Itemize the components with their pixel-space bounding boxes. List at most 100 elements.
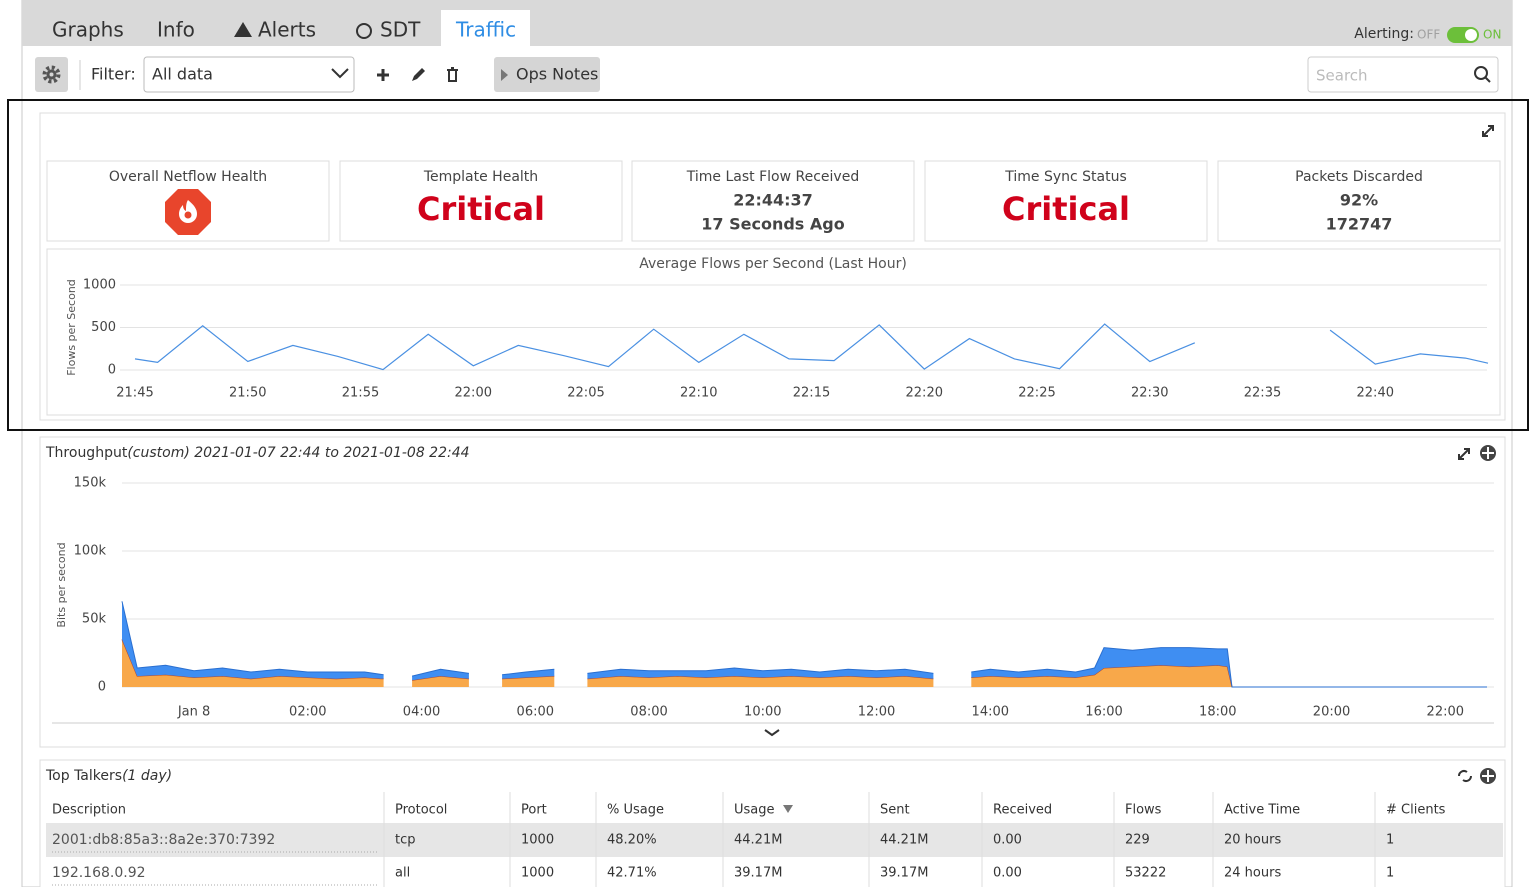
cell: 20 hours [1224,833,1281,848]
alerting-on: ON [1483,28,1501,42]
column-header[interactable]: Received [993,803,1052,818]
search-icon-handle [1484,76,1491,83]
chart-title: Average Flows per Second (Last Hour) [639,256,907,272]
x-tick-label: 22:20 [906,386,943,401]
status-card [1217,160,1501,242]
tab[interactable]: SDT [380,18,421,42]
subtitle: (1 day) [122,768,172,784]
area [122,639,1487,687]
x-tick-label: 06:00 [517,705,554,720]
expand-icon[interactable] [1482,125,1494,137]
cell: 0.00 [993,833,1022,848]
delete-icon[interactable] [447,67,458,82]
x-tick-label: 02:00 [289,705,326,720]
x-tick-label: 22:30 [1131,386,1168,401]
status-card [631,160,915,242]
flows-chart-box [46,248,1501,416]
filter-select[interactable] [143,56,355,93]
x-tick-label: 16:00 [1085,705,1122,720]
cell: 1000 [521,833,554,848]
throughput-title: Throughput(custom) 2021-01-07 22:44 to 2… [45,445,470,461]
column-header[interactable]: Port [521,803,547,818]
title: Throughput [45,445,128,461]
cell: 1000 [521,866,554,881]
tab[interactable]: Info [157,18,195,42]
tab[interactable]: Alerts [258,18,316,42]
cell: 24 hours [1224,866,1281,881]
card-title: Template Health [423,169,538,185]
column-header[interactable]: Sent [880,803,910,818]
x-tick-label: 22:35 [1244,386,1281,401]
ops-notes-label: Ops Notes [516,65,598,84]
y-tick-label: 0 [108,363,116,378]
filter-label: Filter: [91,65,136,84]
x-tick-label: Jan 8 [177,705,210,720]
subtitle: (custom) 2021-01-07 22:44 to 2021-01-08 … [127,445,469,461]
column-header[interactable]: Description [52,803,126,818]
x-tick-label: 22:25 [1018,386,1055,401]
column-header[interactable]: Protocol [395,803,447,818]
x-tick-label: 21:45 [116,386,153,401]
x-tick-label: 22:00 [455,386,492,401]
search-placeholder: Search [1316,67,1368,85]
cell: 229 [1125,833,1150,848]
tab[interactable]: Traffic [455,18,516,42]
y-axis-label: Flows per Second [65,279,78,376]
flows-chart: Average Flows per Second (Last Hour) 0 500… [65,256,1489,401]
search-input[interactable] [1307,56,1499,93]
add-icon[interactable] [377,69,389,81]
swap-icon[interactable] [1458,770,1472,782]
sdt-icon [356,23,372,39]
gear-icon-hole [49,72,54,77]
card-title: Time Last Flow Received [686,169,859,185]
y-tick-label: 50k [82,612,107,627]
expand-icon[interactable] [1458,448,1470,460]
x-tick-label: 14:00 [972,705,1009,720]
cell: 48.20% [607,833,657,848]
filter-value: All data [152,65,213,84]
card-status: Critical [1002,190,1130,228]
x-tick-label: 18:00 [1199,705,1236,720]
x-tick-label: 22:00 [1427,705,1464,720]
cell: 192.168.0.92 [52,865,146,881]
area [122,601,1487,687]
cell: 1 [1386,866,1394,881]
card-title: Overall Netflow Health [109,169,267,185]
card-status: Critical [417,190,545,228]
x-tick-label: 08:00 [630,705,667,720]
cell: 2001:db8:85a3::8a2e:370:7392 [52,832,275,848]
status-card [339,160,623,242]
flame-core [184,211,192,219]
column-header[interactable]: Flows [1125,803,1162,818]
x-tick-label: 21:50 [229,386,266,401]
sort-arrow [783,805,793,813]
edit-icon[interactable] [412,68,425,81]
x-tick-label: 04:00 [403,705,440,720]
tab-bar [22,0,1512,46]
x-tick-label: 22:05 [567,386,604,401]
search-icon[interactable] [1474,66,1488,80]
gear-icon [42,65,61,84]
column-header[interactable]: # Clients [1386,803,1446,818]
x-tick-label: 12:00 [858,705,895,720]
cell: 39.17M [880,866,928,881]
top-talkers-table: Description Protocol Port % Usage Usage Sent R… [52,792,1446,887]
cell: all [395,866,410,881]
collapse-chevron[interactable] [764,729,780,737]
column-header[interactable]: % Usage [607,803,664,818]
cell: 0.00 [993,866,1022,881]
alerting-off: OFF [1417,28,1440,42]
alert-icon [234,22,252,37]
throughput-chart: 0 50k 100k 150k Jan 8 02:00 04:00 06:00 08:00 10:… [55,476,1494,720]
column-header[interactable]: Active Time [1224,803,1300,818]
tab[interactable]: Graphs [52,18,124,42]
ops-notes-button[interactable] [494,57,600,92]
title: Top Talkers [45,768,122,784]
cell: 1 [1386,833,1394,848]
column-header[interactable]: Usage [734,803,775,818]
toggle-knob [1465,29,1477,41]
cell: 42.71% [607,866,657,881]
card-title: Packets Discarded [1295,169,1423,185]
